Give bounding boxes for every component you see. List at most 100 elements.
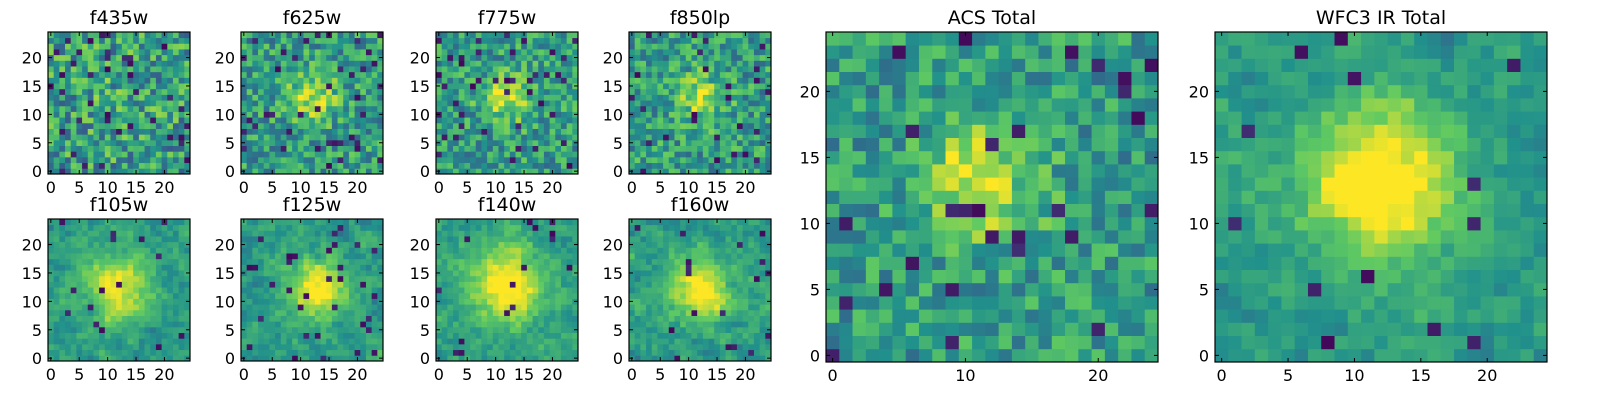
heatmap-cell	[736, 321, 743, 328]
heatmap-cell	[566, 162, 573, 169]
heatmap-cell	[555, 111, 562, 118]
heatmap-cell	[674, 355, 681, 362]
heatmap-cell	[742, 94, 749, 101]
heatmap-cell	[167, 49, 174, 56]
heatmap-cell	[354, 54, 361, 61]
heatmap-cell	[348, 236, 355, 243]
heatmap-cell	[674, 122, 681, 129]
heatmap-cell	[144, 156, 151, 164]
heatmap-cell	[104, 111, 111, 118]
heatmap-cell	[241, 304, 248, 311]
heatmap-cell	[155, 304, 162, 311]
heatmap-cell	[572, 32, 579, 39]
heatmap-cell	[481, 241, 488, 248]
heatmap-cell	[629, 145, 636, 152]
heatmap-cell	[292, 219, 299, 226]
heatmap-cell	[104, 43, 111, 50]
heatmap-cell	[144, 94, 151, 101]
heatmap-cell	[155, 292, 162, 299]
heatmap-cell	[538, 88, 545, 95]
heatmap-cell	[742, 275, 749, 282]
heatmap-cell	[498, 247, 505, 254]
heatmap-cell	[303, 83, 310, 90]
heatmap-cell	[65, 264, 72, 271]
heatmap-cell	[521, 71, 528, 78]
heatmap-cell	[48, 49, 55, 56]
heatmap-cell	[663, 343, 670, 351]
heatmap-cell	[337, 264, 344, 271]
heatmap-cell	[736, 338, 743, 345]
heatmap-cell	[258, 54, 265, 61]
heatmap-cell	[742, 134, 749, 141]
heatmap-cell	[178, 281, 185, 288]
heatmap-cell	[634, 111, 641, 118]
heatmap-cell	[532, 71, 539, 78]
heatmap-cell	[303, 60, 310, 67]
heatmap-cell	[453, 83, 460, 90]
heatmap-cell	[436, 100, 443, 107]
heatmap-cell	[280, 304, 287, 311]
heatmap-cell	[337, 151, 344, 158]
heatmap-cell	[504, 247, 511, 254]
heatmap-cell	[634, 88, 641, 95]
heatmap-cell	[87, 71, 94, 78]
heatmap-cell	[59, 66, 66, 73]
heatmap-cell	[371, 66, 378, 73]
heatmap-cell	[59, 247, 66, 254]
heatmap-cell	[178, 321, 185, 328]
heatmap-cell	[481, 88, 488, 95]
heatmap-cell	[492, 122, 499, 129]
heatmap-cell	[65, 292, 72, 299]
heatmap-cell	[526, 100, 533, 107]
heatmap-cell	[725, 105, 732, 112]
heatmap-cell	[110, 88, 117, 95]
heatmap-cell	[504, 43, 511, 50]
heatmap-cell	[280, 258, 287, 265]
heatmap-cell	[82, 287, 89, 294]
heatmap-cell	[555, 134, 562, 141]
heatmap-cell	[526, 71, 533, 78]
heatmap-cell	[441, 94, 448, 101]
heatmap-cell	[691, 83, 698, 90]
heatmap-cell	[668, 145, 675, 152]
heatmap-cell	[629, 37, 636, 44]
heatmap-cell	[646, 128, 653, 135]
heatmap-cell	[566, 88, 573, 95]
heatmap-cell	[663, 71, 670, 78]
heatmap-cell	[53, 122, 60, 129]
heatmap-cell	[76, 315, 83, 322]
heatmap-cell	[475, 349, 482, 356]
heatmap-cell	[70, 338, 77, 345]
heatmap-cell	[252, 117, 259, 124]
heatmap-cell	[309, 94, 316, 101]
heatmap-cell	[509, 100, 516, 107]
heatmap-cell	[691, 321, 698, 328]
heatmap-cell	[343, 156, 350, 164]
heatmap-cell	[640, 338, 647, 345]
heatmap-cell	[538, 122, 545, 129]
heatmap-cell	[144, 236, 151, 243]
heatmap-cell	[110, 326, 117, 333]
heatmap-cell	[343, 275, 350, 282]
heatmap-cell	[458, 219, 465, 226]
heatmap-cell	[481, 122, 488, 129]
heatmap-cell	[326, 321, 333, 328]
heatmap-cell	[538, 349, 545, 356]
heatmap-cell	[521, 275, 528, 282]
heatmap-cell	[742, 349, 749, 356]
heatmap-cell	[65, 151, 72, 158]
heatmap-cell	[663, 128, 670, 135]
heatmap-cell	[538, 83, 545, 90]
heatmap-cell	[59, 258, 66, 265]
heatmap-cell	[263, 241, 270, 248]
heatmap-cell	[475, 37, 482, 44]
heatmap-cell	[702, 321, 709, 328]
heatmap-cell	[371, 247, 378, 254]
heatmap-cell	[127, 37, 134, 44]
heatmap-cell	[292, 83, 299, 90]
heatmap-cell	[436, 304, 443, 311]
heatmap-cell	[475, 122, 482, 129]
heatmap-cell	[521, 128, 528, 135]
heatmap-cell	[492, 298, 499, 305]
